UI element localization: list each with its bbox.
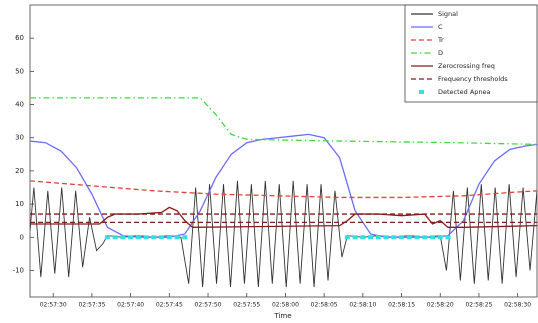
series-line [30,133,537,238]
apnea-marker [151,235,157,240]
series-line [30,97,537,146]
apnea-marker [135,235,141,240]
y-tick-label: 60 [15,34,24,42]
apnea-marker [112,235,118,240]
x-tick-label: 02:57:40 [117,302,144,309]
plot-frame [29,4,538,298]
apnea-marker [174,235,180,240]
apnea-marker [391,235,397,240]
apnea-marker [128,235,134,240]
apnea-marker [352,235,358,240]
apnea-marker [159,235,165,240]
apnea-marker [414,235,420,240]
apnea-marker [383,235,389,240]
x-tick-label: 02:57:50 [195,302,222,309]
x-tick-label: 02:58:30 [504,302,531,309]
y-tick-label: 0 [20,233,24,241]
apnea-marker [430,235,436,240]
apnea-marker [406,235,412,240]
x-tick-label: 02:57:45 [156,302,183,309]
x-tick-label: 02:57:35 [78,302,105,309]
y-tick-label: 30 [15,134,24,142]
apnea-marker [422,235,428,240]
legend-label: Frequency thresholds [438,75,508,83]
x-tick-label: 02:57:55 [233,302,260,309]
apnea-marker [368,235,374,240]
legend-label: Zerocrossing freq [438,62,495,70]
apnea-marker [375,235,381,240]
apnea-marker [360,235,366,240]
apnea-marker [104,235,110,240]
x-tick-label: 02:58:05 [311,302,338,309]
legend-marker [419,90,424,94]
apnea-marker [445,235,451,240]
y-tick-label: 10 [15,200,24,208]
legend-label: Detected Apnea [438,88,491,96]
y-tick-label: 50 [15,67,24,75]
apnea-marker [182,235,188,240]
x-tick-label: 02:58:00 [272,302,299,309]
x-tick-label: 02:58:15 [388,302,415,309]
apnea-marker [344,235,350,240]
x-tick-label: 02:58:10 [349,302,376,309]
y-tick-label: 20 [15,167,24,175]
x-axis-label: Time [273,312,291,320]
x-tick-label: 02:57:30 [40,302,67,309]
x-tick-label: 02:58:25 [465,302,492,309]
series-line [30,180,537,288]
legend-label: Tr [437,36,444,44]
apnea-marker [437,235,443,240]
legend-label: Signal [438,10,458,18]
y-tick-label: 40 [15,101,24,109]
y-tick-label: -10 [13,266,24,274]
x-tick-label: 02:58:20 [427,302,454,309]
apnea-marker [399,235,405,240]
legend-label: C [438,23,443,31]
apnea-marker [120,235,126,240]
legend-label: D [438,49,443,57]
series-line [30,180,537,199]
apnea-marker [143,235,149,240]
apnea-marker [166,235,172,240]
